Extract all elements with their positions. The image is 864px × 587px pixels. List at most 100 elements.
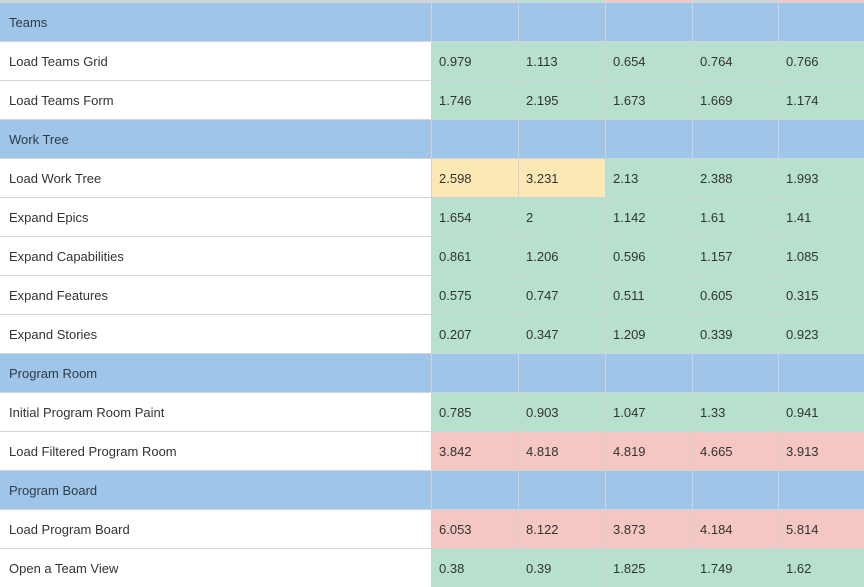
value-cell[interactable]: 1.654	[432, 198, 519, 237]
value-cell[interactable]: 1.174	[779, 81, 864, 120]
value-cell[interactable]: 0.941	[779, 393, 864, 432]
value-cell[interactable]: 0.596	[606, 237, 693, 276]
row-label[interactable]: Load Teams Grid	[0, 42, 432, 81]
value-cell[interactable]: 0.903	[519, 393, 606, 432]
value-cell[interactable]: 1.749	[693, 549, 779, 587]
value-cell[interactable]: 0.764	[693, 42, 779, 81]
row-label[interactable]: Expand Capabilities	[0, 237, 432, 276]
value-cell[interactable]: 1.142	[606, 198, 693, 237]
section-label[interactable]: Teams	[0, 3, 432, 42]
row-label[interactable]: Load Filtered Program Room	[0, 432, 432, 471]
section-label[interactable]: Program Room	[0, 354, 432, 393]
row-label[interactable]: Open a Team View	[0, 549, 432, 587]
value-cell[interactable]: 0.575	[432, 276, 519, 315]
value-cell[interactable]: 2.598	[432, 159, 519, 198]
value-cell[interactable]: 0.654	[606, 42, 693, 81]
value-cell[interactable]: 1.209	[606, 315, 693, 354]
value-cell[interactable]: 3.913	[779, 432, 864, 471]
value-cell[interactable]: 4.819	[606, 432, 693, 471]
section-empty-cell[interactable]	[606, 120, 693, 159]
value-cell[interactable]: 0.605	[693, 276, 779, 315]
header-strip-green	[519, 0, 605, 2]
section-empty-cell[interactable]	[432, 3, 519, 42]
value-cell[interactable]: 1.047	[606, 393, 693, 432]
section-empty-cell[interactable]	[693, 120, 779, 159]
table-row: Initial Program Room Paint 0.785 0.903 1.04…	[0, 393, 864, 432]
section-empty-cell[interactable]	[606, 354, 693, 393]
value-cell[interactable]: 1.113	[519, 42, 606, 81]
table-row: Load Teams Grid 0.979 1.113 0.654 0.764 0.766	[0, 42, 864, 81]
row-label[interactable]: Expand Features	[0, 276, 432, 315]
row-label[interactable]: Expand Stories	[0, 315, 432, 354]
value-cell[interactable]: 0.979	[432, 42, 519, 81]
value-cell[interactable]: 1.993	[779, 159, 864, 198]
value-cell[interactable]: 0.347	[519, 315, 606, 354]
value-cell[interactable]: 0.511	[606, 276, 693, 315]
value-cell[interactable]: 1.669	[693, 81, 779, 120]
row-label[interactable]: Load Program Board	[0, 510, 432, 549]
row-label[interactable]: Load Teams Form	[0, 81, 432, 120]
value-cell[interactable]: 1.157	[693, 237, 779, 276]
header-strip-red-2	[779, 0, 864, 2]
value-cell[interactable]: 4.818	[519, 432, 606, 471]
section-label[interactable]: Program Board	[0, 471, 432, 510]
section-empty-cell[interactable]	[693, 471, 779, 510]
table-row: Load Program Board 6.053 8.122 3.873 4.184 5.…	[0, 510, 864, 549]
value-cell[interactable]: 3.873	[606, 510, 693, 549]
section-empty-cell[interactable]	[606, 3, 693, 42]
section-empty-cell[interactable]	[779, 3, 864, 42]
value-cell[interactable]: 1.085	[779, 237, 864, 276]
value-cell[interactable]: 1.825	[606, 549, 693, 587]
value-cell[interactable]: 1.206	[519, 237, 606, 276]
value-cell[interactable]: 0.766	[779, 42, 864, 81]
value-cell[interactable]: 0.785	[432, 393, 519, 432]
value-cell[interactable]: 0.39	[519, 549, 606, 587]
section-empty-cell[interactable]	[432, 354, 519, 393]
value-cell[interactable]: 0.923	[779, 315, 864, 354]
table-row: Load Work Tree 2.598 3.231 2.13 2.388 1.993	[0, 159, 864, 198]
row-label[interactable]: Initial Program Room Paint	[0, 393, 432, 432]
section-empty-cell[interactable]	[519, 354, 606, 393]
value-cell[interactable]: 3.842	[432, 432, 519, 471]
value-cell[interactable]: 1.61	[693, 198, 779, 237]
value-cell[interactable]: 2.388	[693, 159, 779, 198]
value-cell[interactable]: 2.195	[519, 81, 606, 120]
section-label[interactable]: Work Tree	[0, 120, 432, 159]
value-cell[interactable]: 0.207	[432, 315, 519, 354]
row-label[interactable]: Load Work Tree	[0, 159, 432, 198]
value-cell[interactable]: 3.231	[519, 159, 606, 198]
section-empty-cell[interactable]	[432, 120, 519, 159]
section-empty-cell[interactable]	[693, 3, 779, 42]
table-row: Expand Capabilities 0.861 1.206 0.596 1.157 1…	[0, 237, 864, 276]
value-cell[interactable]: 4.665	[693, 432, 779, 471]
section-empty-cell[interactable]	[606, 471, 693, 510]
section-empty-cell[interactable]	[519, 120, 606, 159]
value-cell[interactable]: 8.122	[519, 510, 606, 549]
value-cell[interactable]: 4.184	[693, 510, 779, 549]
value-cell[interactable]: 5.814	[779, 510, 864, 549]
section-empty-cell[interactable]	[779, 471, 864, 510]
table-row: Expand Epics 1.654 2 1.142 1.61 1.41	[0, 198, 864, 237]
value-cell[interactable]: 1.62	[779, 549, 864, 587]
value-cell[interactable]: 1.673	[606, 81, 693, 120]
section-row: Program Board	[0, 471, 864, 510]
value-cell[interactable]: 2	[519, 198, 606, 237]
value-cell[interactable]: 0.747	[519, 276, 606, 315]
section-empty-cell[interactable]	[693, 354, 779, 393]
section-empty-cell[interactable]	[779, 120, 864, 159]
value-cell[interactable]: 0.861	[432, 237, 519, 276]
section-empty-cell[interactable]	[519, 471, 606, 510]
value-cell[interactable]: 2.13	[606, 159, 693, 198]
row-label[interactable]: Expand Epics	[0, 198, 432, 237]
value-cell[interactable]: 0.339	[693, 315, 779, 354]
section-empty-cell[interactable]	[779, 354, 864, 393]
value-cell[interactable]: 1.41	[779, 198, 864, 237]
value-cell[interactable]: 0.315	[779, 276, 864, 315]
value-cell[interactable]: 1.33	[693, 393, 779, 432]
value-cell[interactable]: 1.746	[432, 81, 519, 120]
value-cell[interactable]: 0.38	[432, 549, 519, 587]
value-cell[interactable]: 6.053	[432, 510, 519, 549]
section-empty-cell[interactable]	[432, 471, 519, 510]
table-row: Open a Team View 0.38 0.39 1.825 1.749 1.62	[0, 549, 864, 587]
section-empty-cell[interactable]	[519, 3, 606, 42]
